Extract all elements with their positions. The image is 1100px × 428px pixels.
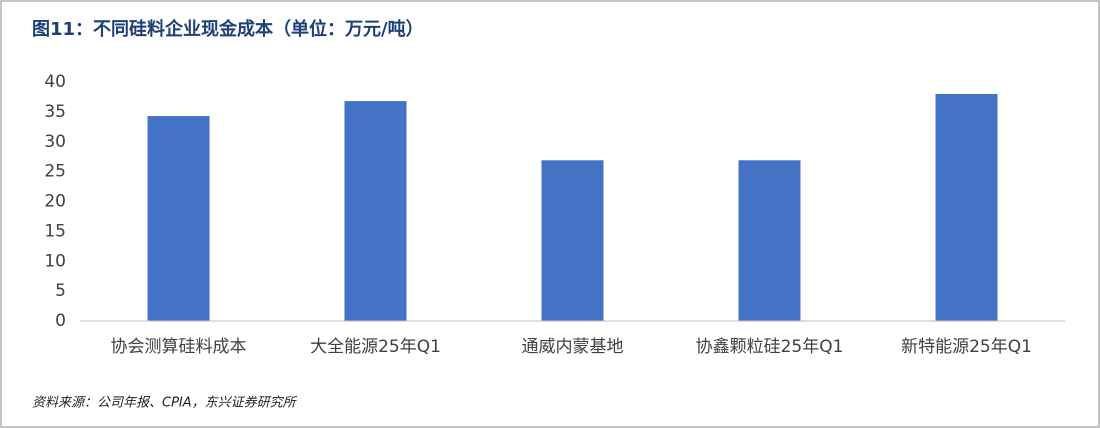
x-tick-label: 大全能源25年Q1	[310, 337, 441, 357]
x-tick-label: 新特能源25年Q1	[901, 337, 1032, 357]
y-tick-label: 30	[44, 132, 66, 152]
y-tick-label: 25	[44, 162, 66, 182]
y-tick-label: 10	[44, 251, 66, 271]
y-tick-label: 20	[44, 192, 66, 212]
y-tick-label: 40	[44, 72, 66, 92]
x-tick-label: 协鑫颗粒硅25年Q1	[696, 337, 844, 357]
y-tick-label: 15	[44, 221, 66, 241]
bar	[738, 160, 801, 321]
x-tick-label: 通威内蒙基地	[522, 337, 624, 357]
y-tick-label: 0	[55, 311, 66, 331]
bar	[935, 93, 998, 321]
bar	[344, 101, 407, 322]
source-note: 资料来源：公司年报、CPIA，东兴证券研究所	[32, 395, 298, 411]
x-tick-label: 协会测算硅料成本	[111, 337, 247, 357]
bar	[147, 116, 210, 322]
y-tick-label: 5	[55, 281, 66, 301]
bar	[541, 160, 604, 321]
chart-title: 图11：不同硅料企业现金成本（单位：万元/吨）	[32, 18, 424, 40]
y-tick-label: 35	[44, 102, 66, 122]
